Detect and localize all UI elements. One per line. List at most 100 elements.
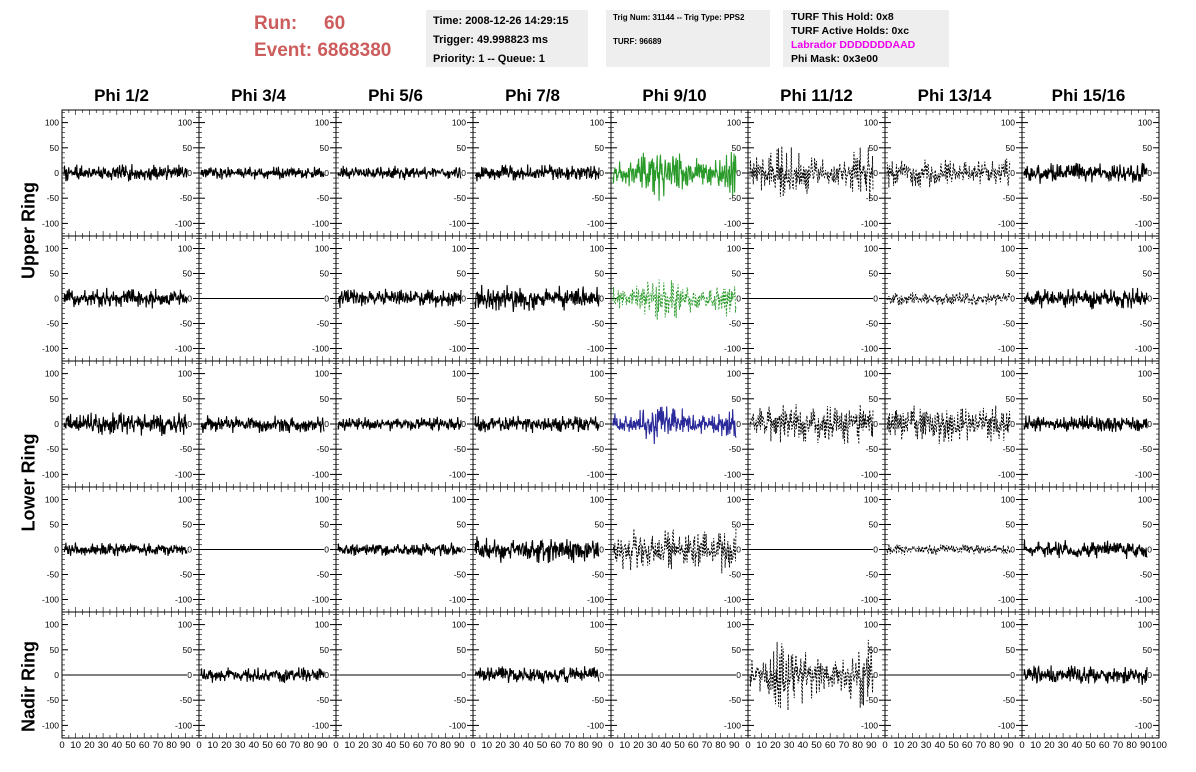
y-tick-label: 100 <box>178 118 192 128</box>
phi-header-7: Phi 13/14 <box>917 86 992 105</box>
y-tick-label: -100 <box>312 720 329 730</box>
x-tick-label: 60 <box>413 740 424 751</box>
x-tick-label: 50 <box>125 740 136 751</box>
panel-r4-c3: -100 -50 0 50 100 <box>335 486 474 613</box>
y-tick-label: 0 <box>54 294 59 304</box>
y-tick-label: -50 <box>317 444 330 454</box>
y-tick-label: -50 <box>180 695 193 705</box>
y-tick-label: 0 <box>187 670 192 680</box>
y-tick-label: 50 <box>183 520 193 530</box>
x-tick-label: 80 <box>166 740 177 751</box>
y-tick-label: -50 <box>317 695 330 705</box>
y-tick-label: -100 <box>175 720 192 730</box>
y-tick-label: 50 <box>320 143 330 153</box>
y-tick-label: -100 <box>1135 720 1152 730</box>
y-tick-label: -100 <box>998 720 1015 730</box>
x-tick-label: 20 <box>495 740 506 751</box>
y-tick-label: -100 <box>312 218 329 228</box>
y-tick-label: 100 <box>1001 495 1015 505</box>
y-tick-label: 50 <box>320 269 330 279</box>
y-tick-label: 100 <box>452 118 466 128</box>
run-label: Run: <box>254 13 298 34</box>
y-tick-label: 0 <box>187 168 192 178</box>
phi-header-8: Phi 15/16 <box>1051 86 1126 105</box>
panel-r4-c8: -100 -50 0 50 100 <box>1021 486 1160 613</box>
x-tick-label: 40 <box>523 740 534 751</box>
x-tick-label: 0 <box>333 740 338 751</box>
waveform-trace <box>63 287 188 309</box>
y-tick-label: -100 <box>42 469 59 479</box>
y-tick-label: -100 <box>1135 344 1152 354</box>
y-tick-label: 50 <box>50 645 60 655</box>
panel-r3-c1: -100 -100 -50 -50 0 0 50 50 100 100 <box>42 360 200 488</box>
panel-r3-c8: -100 -50 0 50 100 <box>1021 360 1160 488</box>
y-tick-label: 0 <box>54 168 59 178</box>
y-tick-label: 100 <box>727 620 741 630</box>
y-tick-label: 50 <box>183 269 193 279</box>
x-tick-label: 0 <box>196 740 201 751</box>
y-tick-label: -50 <box>180 193 193 203</box>
y-tick-label: 100 <box>590 620 604 630</box>
y-tick-label: 0 <box>1010 545 1015 555</box>
y-tick-label: 100 <box>727 244 741 254</box>
y-tick-label: 100 <box>1138 244 1152 254</box>
x-tick-label: 90 <box>592 740 603 751</box>
x-tick-label: 0 <box>745 740 750 751</box>
y-tick-label: -50 <box>454 193 467 203</box>
y-tick-label: -100 <box>587 595 604 605</box>
y-tick-label: 50 <box>50 143 60 153</box>
y-tick-label: -50 <box>180 570 193 580</box>
y-tick-label: 0 <box>324 168 329 178</box>
x-tick-label: 80 <box>578 740 589 751</box>
y-tick-label: -100 <box>861 469 878 479</box>
x-tick-label: 90 <box>866 740 877 751</box>
y-tick-label: 0 <box>873 168 878 178</box>
y-tick-label: 100 <box>178 369 192 379</box>
waveform-trace <box>200 667 325 683</box>
x-tick-label: 30 <box>235 740 246 751</box>
waveform-trace <box>63 412 188 437</box>
x-tick-label: 20 <box>221 740 232 751</box>
y-tick-label: 100 <box>315 118 329 128</box>
y-tick-label: 0 <box>599 294 604 304</box>
y-tick-label: 0 <box>324 294 329 304</box>
x-tick-label: 20 <box>633 740 644 751</box>
x-tick-label: 20 <box>358 740 369 751</box>
trig-num-line: Trig Num: 31144 -- Trig Type: PPS2 <box>613 13 745 22</box>
panel-r1-c3: -100 -50 0 50 100 <box>335 109 474 237</box>
panel-r2-c6: -100 -50 0 50 100 <box>747 235 886 362</box>
y-tick-label: -100 <box>724 469 741 479</box>
y-tick-label: 100 <box>315 369 329 379</box>
x-tick-label: 40 <box>798 740 809 751</box>
phi-header-2: Phi 3/4 <box>231 86 286 105</box>
x-tick-label: 70 <box>290 740 301 751</box>
waveform-trace <box>474 536 600 564</box>
x-tick-label: 90 <box>1140 740 1151 751</box>
run-value: 60 <box>324 13 346 34</box>
y-tick-label: 100 <box>315 244 329 254</box>
x-tick-label: 10 <box>1030 740 1041 751</box>
y-tick-label: 0 <box>1010 294 1015 304</box>
x-tick-label: 80 <box>440 740 451 751</box>
y-tick-label: -50 <box>47 570 60 580</box>
panel-r4-c2: -100 -50 0 50 100 <box>198 486 337 613</box>
x-tick-label: 60 <box>825 740 836 751</box>
y-tick-label: 100 <box>1138 620 1152 630</box>
x-tick-label: 70 <box>1113 740 1124 751</box>
phi-header-6: Phi 11/12 <box>780 86 853 105</box>
y-tick-label: 100 <box>452 244 466 254</box>
y-tick-label: -100 <box>724 218 741 228</box>
x-tick-label: 60 <box>688 740 699 751</box>
x-tick-label: 30 <box>921 740 932 751</box>
x-tick-label: 10 <box>756 740 767 751</box>
waveform-trace <box>474 415 600 434</box>
panel-r3-c3: -100 -50 0 50 100 <box>335 360 474 488</box>
y-tick-label: -100 <box>861 595 878 605</box>
y-tick-label: 50 <box>732 143 742 153</box>
y-tick-label: -100 <box>42 595 59 605</box>
panel-r1-c1: -100 -100 -50 -50 0 0 50 50 100 100 <box>42 109 200 237</box>
y-tick-label: 0 <box>324 670 329 680</box>
